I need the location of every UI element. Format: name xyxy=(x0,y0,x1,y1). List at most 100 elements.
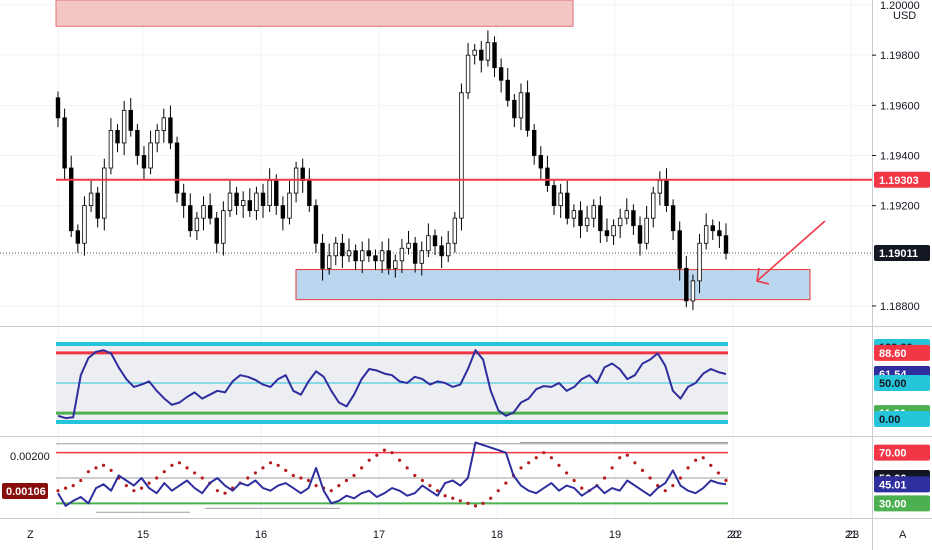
osc2-dot xyxy=(56,489,60,493)
candle xyxy=(690,274,696,311)
osc2-dot xyxy=(299,476,303,480)
candle-body-down xyxy=(479,49,484,61)
osc1-badge[interactable]: 88.60 xyxy=(874,344,930,361)
candle-body-up xyxy=(333,242,338,257)
candle-body-down xyxy=(670,205,676,232)
candle-body-up xyxy=(393,260,398,269)
candle xyxy=(717,221,722,249)
osc2-dot xyxy=(420,478,424,483)
oscillator-2-pane[interactable]: 0.00200 0.00106 xyxy=(2,441,728,513)
candle-body-up xyxy=(326,255,332,269)
candle xyxy=(75,224,81,253)
osc2-badge[interactable]: 70.00 xyxy=(874,444,930,461)
oscillator-1-pane[interactable] xyxy=(56,342,728,424)
candle-body-up xyxy=(108,129,114,169)
candle-body-up xyxy=(194,217,200,232)
candle-body-down xyxy=(95,192,100,219)
oscillator-axis[interactable]: 100.0088.6061.5450.0011.300.0070.0050.00… xyxy=(874,339,930,512)
candle xyxy=(135,124,140,165)
osc1-badge[interactable]: 50.00 xyxy=(874,375,930,391)
candle-body-down xyxy=(174,142,180,194)
osc1-line xyxy=(57,349,727,420)
osc2-dot xyxy=(443,494,447,498)
price-axis[interactable]: USD 1.19800 1.19600 1.19400 1.19200 1.18800 1… xyxy=(872,0,930,313)
osc2-badge[interactable]: 30.00 xyxy=(874,495,930,512)
candle xyxy=(439,236,444,269)
candle-body-up xyxy=(155,129,160,144)
osc1-badge[interactable]: 0.00 xyxy=(874,411,930,427)
price-tick-label: 1.19400 xyxy=(880,150,920,162)
candle-body-up xyxy=(267,180,272,207)
candle-body-up xyxy=(121,109,127,144)
candle-body-down xyxy=(492,42,497,69)
supply-zone[interactable] xyxy=(55,0,574,27)
osc1-badge-bg xyxy=(874,344,930,361)
date-tick-label: 23 xyxy=(847,529,859,541)
candle-body-up xyxy=(571,210,577,219)
osc2-dot xyxy=(215,489,220,493)
candle-body-up xyxy=(406,242,411,249)
time-axis[interactable]: Z A 15 16 17 18 19 20 21 22 23 xyxy=(27,529,907,541)
osc1-badge-text: 0.00 xyxy=(879,414,900,426)
price-pane[interactable] xyxy=(0,0,872,311)
candle-body-down xyxy=(366,250,372,257)
candle xyxy=(419,241,424,276)
candle xyxy=(531,124,537,165)
osc2-dot xyxy=(71,484,75,488)
osc2-dot xyxy=(671,484,675,488)
date-tick-label: 15 xyxy=(137,529,149,541)
osc2-dot xyxy=(86,470,90,474)
arrow-annotation[interactable] xyxy=(756,220,826,285)
candle-body-up xyxy=(161,117,167,131)
candle-body-up xyxy=(703,225,709,244)
candle xyxy=(498,58,504,93)
candle xyxy=(360,241,365,274)
candle xyxy=(69,155,74,237)
candle xyxy=(604,218,610,242)
osc2-dot xyxy=(109,468,113,472)
candle-body-down xyxy=(598,205,603,232)
resistance-price-badge[interactable]: 1.19303 xyxy=(874,171,930,188)
candle xyxy=(584,205,590,232)
candle xyxy=(651,186,656,228)
support-zone[interactable] xyxy=(295,269,811,301)
candle xyxy=(115,124,120,153)
candle xyxy=(703,213,709,250)
time-axis-right-label[interactable]: A xyxy=(899,529,907,541)
candle xyxy=(426,223,431,258)
osc2-dot xyxy=(162,470,166,474)
candle xyxy=(684,256,689,308)
date-tick-label: 18 xyxy=(491,529,503,541)
candle xyxy=(207,193,213,225)
candle-body-up xyxy=(485,42,491,61)
candle-body-up xyxy=(419,250,424,264)
osc2-dot xyxy=(678,476,683,480)
osc2-left-value-badge[interactable]: 0.00106 xyxy=(2,483,48,499)
time-axis-left-label[interactable]: Z xyxy=(27,529,34,541)
osc2-dot xyxy=(709,463,713,467)
candle xyxy=(333,236,338,266)
candle-body-down xyxy=(677,230,682,269)
candle-body-down xyxy=(353,250,358,262)
osc2-dot xyxy=(246,476,250,480)
osc2-dot xyxy=(602,476,607,480)
candle-body-down xyxy=(538,155,544,169)
osc2-dot xyxy=(527,461,531,465)
last-price-badge[interactable]: 1.19011 xyxy=(874,245,930,262)
candle-body-up xyxy=(624,210,629,219)
osc2-dot xyxy=(686,466,690,470)
osc2-badge[interactable]: 45.01 xyxy=(874,476,930,493)
candle-body-down xyxy=(280,205,286,219)
candle-body-down xyxy=(525,92,530,131)
candle-body-up xyxy=(584,217,590,227)
osc2-dot xyxy=(291,473,295,478)
candle xyxy=(697,233,702,294)
candle xyxy=(611,219,616,246)
candle-body-up xyxy=(88,192,94,207)
candle xyxy=(565,180,570,225)
osc2-dot xyxy=(170,463,174,467)
candle xyxy=(300,158,305,193)
osc2-dot xyxy=(200,476,204,480)
candle xyxy=(254,186,259,220)
